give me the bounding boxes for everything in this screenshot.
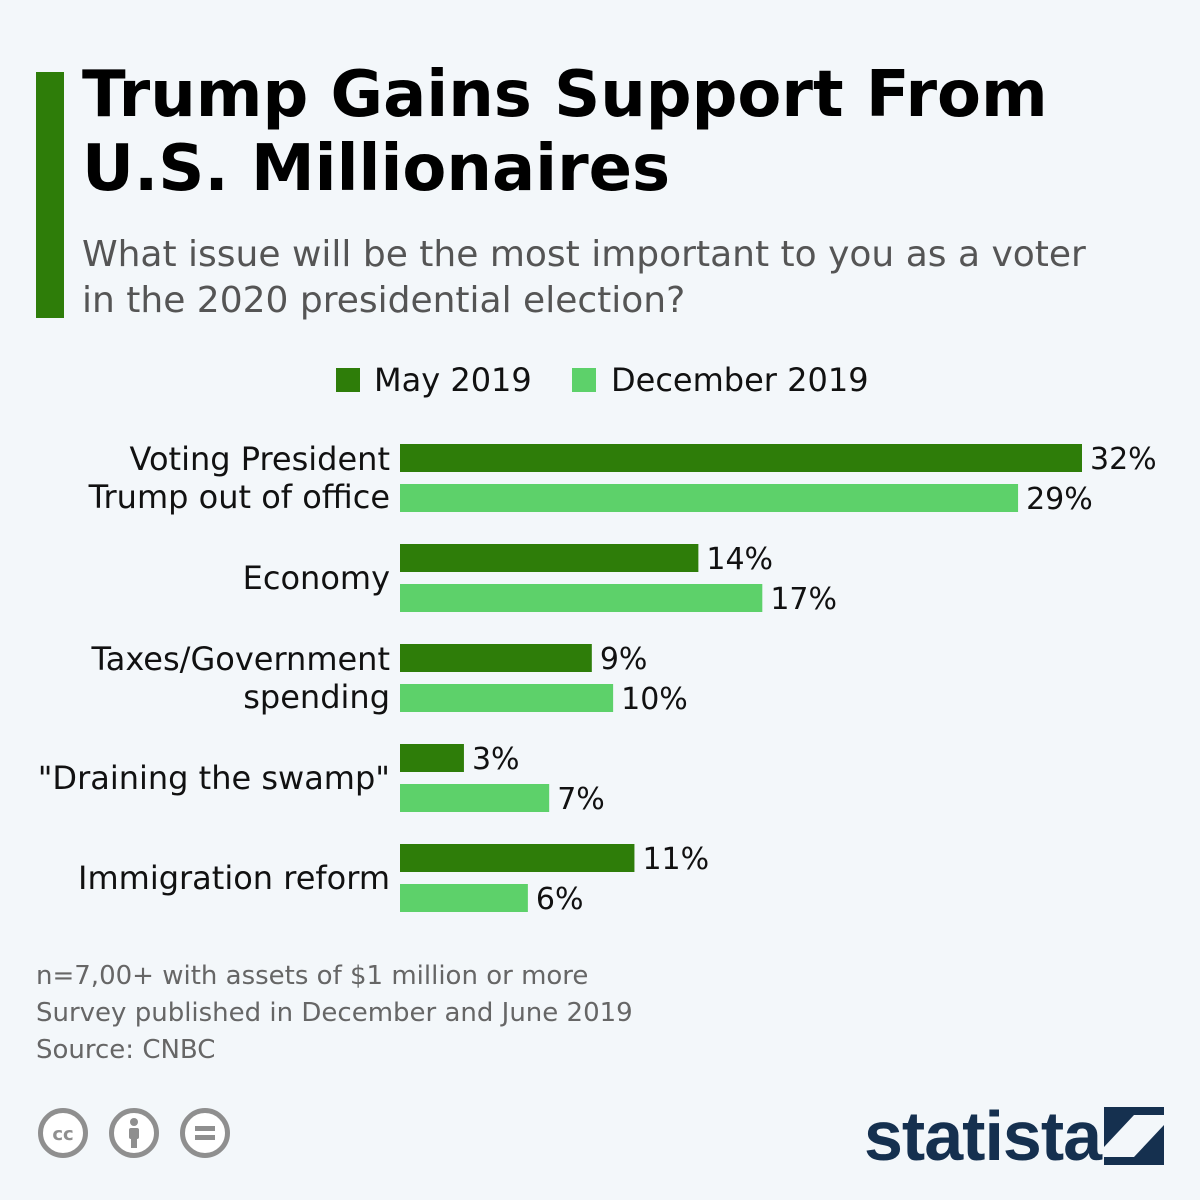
chart-title: Trump Gains Support From U.S. Millionair…	[82, 58, 1162, 206]
bar-voting-president-trump-out-of-office-may-2019	[400, 444, 1082, 472]
data-label-immigration-reform-december-2019: 6%	[536, 882, 584, 917]
footer-published-note: Survey published in December and June 20…	[36, 998, 633, 1028]
bar-draining-the-swamp-december-2019	[400, 784, 550, 812]
bar-immigration-reform-december-2019	[400, 884, 528, 912]
accent-bar	[36, 72, 64, 318]
bar-taxes-government-spending-may-2019	[400, 644, 592, 672]
legend-label-may: May 2019	[374, 361, 532, 399]
data-label-economy-may-2019: 14%	[706, 542, 773, 577]
statista-logo-text[interactable]: statista	[864, 1097, 1102, 1175]
data-label-draining-the-swamp-december-2019: 7%	[557, 782, 605, 817]
legend-swatch-may	[336, 368, 360, 392]
chart-footer: n=7,00+ with assets of $1 million or mor…	[36, 958, 633, 1069]
data-label-voting-president-trump-out-of-office-may-2019: 32%	[1090, 442, 1157, 477]
data-label-taxes-government-spending-december-2019: 10%	[621, 682, 688, 717]
bar-taxes-government-spending-december-2019	[400, 684, 614, 712]
chart-title-line-1: Trump Gains Support From	[82, 58, 1048, 132]
category-label-taxes-government-spending-line-1: Taxes/Government	[90, 640, 390, 678]
statista-logo-icon	[1104, 1107, 1164, 1165]
bar-voting-president-trump-out-of-office-december-2019	[400, 484, 1019, 512]
category-label-voting-president-trump-out-of-office-line-1: Voting President	[130, 440, 390, 478]
chart-title-line-2: U.S. Millionaires	[82, 132, 671, 206]
data-label-economy-december-2019: 17%	[770, 582, 837, 617]
attribution-icon[interactable]	[109, 1108, 159, 1158]
no-derivatives-icon[interactable]	[180, 1108, 230, 1158]
data-label-draining-the-swamp-may-2019: 3%	[472, 742, 520, 777]
data-label-immigration-reform-may-2019: 11%	[642, 842, 709, 877]
bar-economy-december-2019	[400, 584, 763, 612]
category-label-taxes-government-spending-line-2: spending	[243, 678, 390, 716]
chart-legend: May 2019 December 2019	[0, 360, 1200, 400]
bar-economy-may-2019	[400, 544, 699, 572]
footer-sample-note: n=7,00+ with assets of $1 million or mor…	[36, 961, 589, 991]
category-label-draining-the-swamp: "Draining the swamp"	[38, 759, 390, 797]
data-label-voting-president-trump-out-of-office-december-2019: 29%	[1026, 482, 1093, 517]
data-label-taxes-government-spending-may-2019: 9%	[600, 642, 648, 677]
creative-commons-icon[interactable]: cc	[38, 1108, 88, 1158]
chart-subtitle-line-2: in the 2020 presidential election?	[82, 280, 686, 321]
category-label-voting-president-trump-out-of-office-line-2: Trump out of office	[88, 478, 390, 516]
chart-subtitle-line-1: What issue will be the most important to…	[82, 234, 1086, 275]
bar-draining-the-swamp-may-2019	[400, 744, 464, 772]
chart-subtitle: What issue will be the most important to…	[82, 232, 1162, 324]
legend-swatch-december	[572, 368, 596, 392]
category-label-economy: Economy	[243, 559, 390, 597]
bar-immigration-reform-may-2019	[400, 844, 635, 872]
svg-text:cc: cc	[52, 1124, 73, 1145]
legend-label-december: December 2019	[611, 361, 869, 399]
footer-source: Source: CNBC	[36, 1035, 216, 1065]
category-label-immigration-reform: Immigration reform	[78, 859, 390, 897]
